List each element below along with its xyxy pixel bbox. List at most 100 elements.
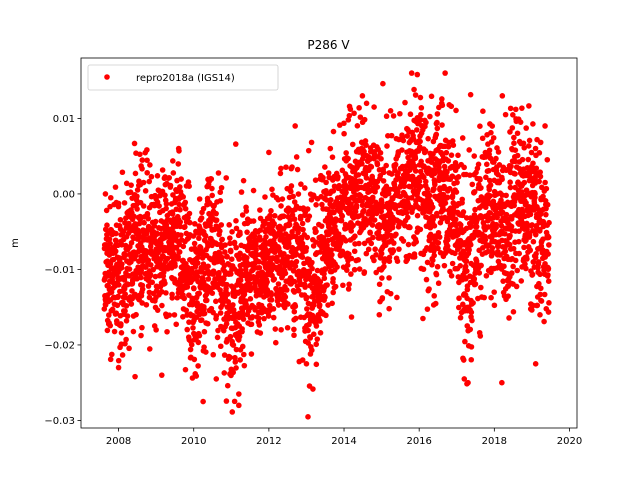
data-point: [223, 320, 230, 327]
data-point: [444, 243, 451, 249]
data-point: [182, 366, 189, 373]
data-point: [104, 327, 111, 334]
data-point: [446, 102, 453, 108]
data-point: [418, 105, 425, 111]
data-point: [251, 233, 258, 239]
data-point: [164, 255, 171, 262]
data-point: [303, 361, 310, 367]
data-point: [524, 164, 531, 171]
data-point: [341, 130, 347, 137]
data-point: [119, 261, 125, 267]
data-point: [378, 250, 385, 257]
data-point: [329, 251, 335, 258]
data-point: [421, 174, 427, 181]
data-point: [160, 269, 167, 276]
data-point: [372, 188, 378, 195]
data-point: [316, 302, 323, 308]
data-point: [245, 247, 251, 254]
data-point: [422, 178, 429, 185]
data-point: [143, 301, 150, 308]
data-point: [510, 112, 516, 118]
data-point: [467, 326, 474, 333]
data-point: [424, 306, 431, 312]
data-point: [221, 275, 227, 282]
data-point: [250, 218, 257, 224]
data-point: [407, 111, 414, 118]
data-point: [314, 336, 321, 342]
data-point: [270, 306, 277, 312]
data-point: [431, 293, 438, 299]
data-point: [247, 296, 254, 302]
data-point: [107, 194, 114, 201]
data-point: [243, 208, 250, 214]
data-point: [417, 116, 424, 123]
data-point: [131, 140, 138, 147]
data-point: [416, 178, 423, 185]
data-point: [378, 155, 384, 162]
data-point: [487, 193, 493, 199]
data-point: [433, 271, 440, 278]
data-point: [197, 244, 204, 251]
data-point: [112, 248, 119, 254]
data-point: [256, 322, 263, 328]
data-point: [153, 327, 159, 333]
data-point: [282, 270, 289, 277]
data-point: [136, 220, 143, 227]
data-point: [250, 187, 257, 194]
data-point: [109, 351, 115, 358]
data-point: [227, 240, 233, 247]
data-point: [545, 309, 552, 315]
data-point: [323, 312, 329, 319]
data-point: [145, 215, 152, 222]
data-point: [507, 179, 513, 186]
data-point: [407, 224, 413, 231]
data-point: [138, 267, 145, 274]
data-point: [183, 307, 190, 314]
data-point: [512, 171, 518, 177]
data-point: [546, 300, 552, 306]
data-point: [435, 245, 441, 252]
data-point: [266, 302, 273, 309]
x-tick-label: 2014: [331, 436, 356, 447]
data-point: [459, 135, 466, 141]
data-point: [491, 289, 498, 295]
data-point: [518, 278, 525, 284]
data-point: [527, 247, 534, 254]
data-point: [182, 224, 188, 230]
data-point: [543, 185, 550, 192]
data-point: [466, 246, 472, 253]
data-point: [285, 254, 291, 260]
data-point: [297, 215, 304, 222]
data-point: [545, 272, 551, 278]
data-point: [477, 123, 483, 129]
data-point: [408, 70, 415, 76]
data-point: [239, 212, 246, 218]
data-point: [154, 307, 161, 313]
data-point: [499, 176, 505, 183]
data-point: [126, 345, 132, 352]
data-point: [365, 246, 372, 253]
data-point: [289, 212, 296, 218]
data-point: [180, 243, 187, 250]
data-point: [389, 224, 396, 231]
data-point: [292, 123, 298, 129]
data-point: [457, 263, 464, 269]
data-point: [514, 152, 521, 159]
data-point: [434, 213, 440, 219]
data-point: [177, 219, 184, 225]
data-point: [215, 327, 221, 334]
data-point: [252, 283, 258, 290]
data-point: [336, 182, 342, 189]
legend-box: [87, 64, 279, 91]
data-point: [482, 204, 489, 211]
data-point: [450, 142, 457, 148]
data-point: [346, 281, 352, 288]
data-point: [467, 242, 474, 248]
data-point: [395, 188, 401, 195]
data-point: [374, 184, 381, 190]
data-point: [390, 248, 397, 254]
data-point: [453, 189, 460, 195]
data-point: [463, 258, 470, 264]
data-point: [412, 168, 419, 174]
data-point: [429, 257, 436, 264]
